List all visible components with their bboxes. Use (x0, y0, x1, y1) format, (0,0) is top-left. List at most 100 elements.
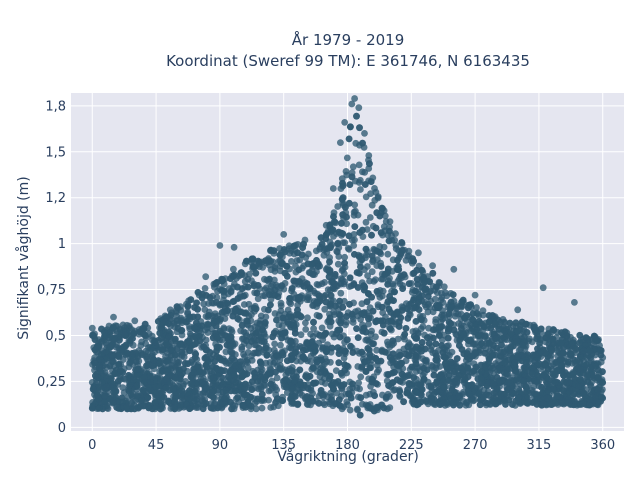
data-point (389, 337, 397, 345)
data-point (560, 349, 567, 357)
data-point (450, 399, 458, 406)
data-point (148, 362, 156, 370)
data-point (332, 400, 340, 407)
data-point (379, 292, 386, 300)
data-point (349, 349, 357, 356)
data-point (368, 201, 376, 209)
data-point (343, 220, 350, 228)
data-point (236, 308, 244, 316)
data-point (380, 329, 388, 337)
data-point (475, 318, 483, 325)
data-point (341, 278, 349, 286)
data-point (363, 298, 371, 306)
data-point (396, 351, 404, 359)
data-point (560, 371, 567, 379)
data-point (155, 389, 163, 397)
data-point (271, 340, 278, 348)
data-point (306, 285, 314, 293)
data-point (213, 317, 221, 325)
data-point (246, 270, 253, 278)
data-point (199, 405, 207, 413)
data-point (101, 398, 109, 405)
data-point (467, 336, 474, 344)
data-point (373, 288, 381, 295)
data-point (364, 263, 371, 270)
data-point (341, 348, 349, 356)
data-point (412, 327, 420, 335)
data-point (464, 364, 471, 372)
data-point (326, 268, 333, 276)
data-point (559, 387, 567, 394)
data-point (582, 334, 590, 341)
data-point (368, 327, 375, 335)
data-point (387, 317, 395, 325)
data-point (394, 256, 401, 264)
data-point (205, 300, 213, 307)
data-point (553, 346, 561, 354)
data-point (462, 401, 470, 409)
data-point (343, 171, 351, 179)
data-point (371, 392, 378, 399)
data-point (331, 271, 339, 278)
data-point (342, 203, 349, 211)
data-point (502, 401, 509, 408)
data-point (354, 334, 362, 341)
data-point (139, 386, 147, 394)
data-point (206, 349, 214, 356)
data-point (321, 305, 329, 313)
data-point (273, 352, 280, 359)
data-point (398, 359, 405, 367)
data-point (315, 281, 322, 289)
data-point (191, 388, 199, 395)
data-point (283, 383, 290, 391)
data-point (266, 369, 274, 377)
data-point (258, 404, 266, 412)
data-point (241, 278, 249, 285)
data-point (313, 356, 320, 363)
data-point (345, 390, 352, 398)
data-point (303, 339, 311, 347)
data-point (564, 358, 572, 366)
data-point (222, 348, 230, 356)
data-point (358, 348, 366, 356)
data-point (347, 123, 354, 131)
data-point (301, 355, 309, 363)
data-point (524, 394, 531, 402)
data-point (133, 392, 141, 400)
data-point (380, 223, 388, 231)
data-point (322, 329, 330, 337)
data-point (410, 296, 417, 304)
data-point (432, 318, 439, 326)
data-point (433, 289, 441, 297)
data-point (164, 357, 172, 364)
data-point (512, 397, 520, 405)
data-point (522, 320, 530, 328)
data-point (88, 404, 96, 412)
data-point (343, 313, 350, 320)
data-point (279, 322, 286, 330)
data-point (337, 319, 344, 327)
data-point (379, 309, 387, 316)
data-point (288, 285, 296, 292)
data-point (405, 380, 413, 387)
data-point (413, 343, 420, 351)
data-point (418, 316, 425, 324)
data-point (360, 311, 368, 319)
data-point (528, 389, 536, 396)
data-point (398, 370, 406, 378)
data-point (290, 277, 298, 285)
data-point (327, 302, 335, 310)
data-point (258, 390, 266, 398)
data-point (449, 291, 457, 298)
data-point (178, 387, 186, 395)
data-point (333, 247, 341, 255)
data-point (367, 405, 375, 412)
data-point (390, 386, 398, 394)
data-point (184, 302, 192, 310)
data-point (277, 341, 284, 349)
data-point (240, 292, 248, 300)
data-point (252, 349, 259, 357)
data-point (522, 383, 530, 391)
data-point (366, 214, 374, 221)
